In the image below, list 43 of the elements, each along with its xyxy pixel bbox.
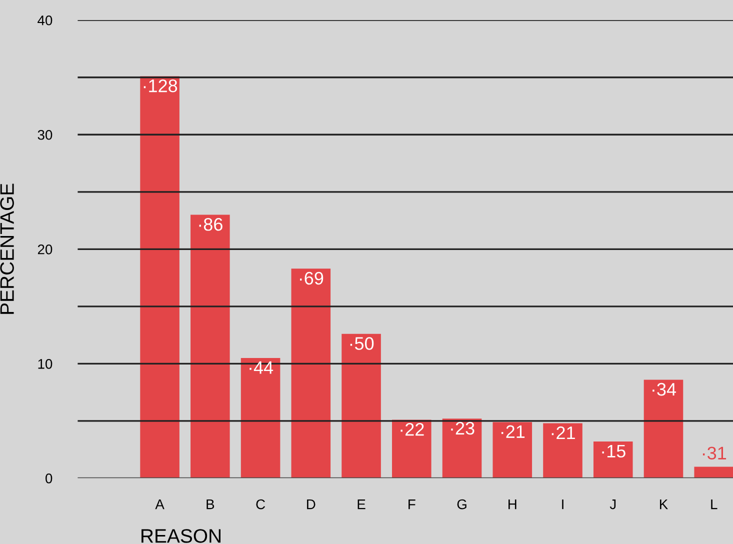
x-tick-label: H (508, 500, 516, 510)
bar (694, 466, 733, 478)
bar (492, 422, 532, 478)
annotation: ·69 (300, 272, 324, 285)
annotation: ·21 (501, 425, 525, 438)
bar (392, 420, 432, 478)
x-tick-label: A (155, 500, 164, 510)
x-tick-label: L (711, 500, 718, 510)
y-tick-label: 20 (38, 244, 52, 254)
x-tick-label: E (358, 500, 366, 510)
y-tick-label: 10 (38, 359, 52, 369)
bar (342, 334, 381, 478)
x-tick-label: F (408, 500, 416, 510)
annotation: ·50 (350, 337, 374, 350)
x-tick-label: D (307, 500, 316, 510)
annotation: ·34 (652, 382, 676, 396)
annotation: ·31 (702, 446, 726, 460)
bar (240, 358, 280, 478)
annotation: ·15 (602, 444, 626, 458)
annotation: ·23 (451, 422, 474, 435)
bar (190, 214, 230, 478)
bar (291, 268, 331, 478)
bar (644, 380, 684, 478)
bar (543, 423, 582, 478)
bar (140, 76, 180, 478)
x-tick-label: C (256, 499, 266, 510)
y-axis-title: PERCENTAGE (0, 184, 14, 314)
x-tick-label: B (206, 500, 214, 510)
y-tick-label: 0 (46, 474, 52, 484)
x-axis-title: REASON (142, 529, 220, 543)
x-tick-label: J (610, 500, 616, 510)
annotation: ·128 (144, 79, 178, 92)
annotation: ·21 (552, 426, 575, 440)
bar (442, 418, 482, 478)
x-tick-label: K (660, 500, 668, 510)
annotation: ·44 (250, 361, 274, 374)
annotation: ·22 (400, 423, 424, 436)
bar (593, 442, 633, 478)
y-tick-label: 40 (38, 15, 52, 26)
x-tick-label: I (562, 500, 564, 510)
y-tick-label: 30 (38, 130, 52, 140)
x-tick-label: G (457, 499, 466, 510)
annotation: ·86 (199, 218, 222, 231)
